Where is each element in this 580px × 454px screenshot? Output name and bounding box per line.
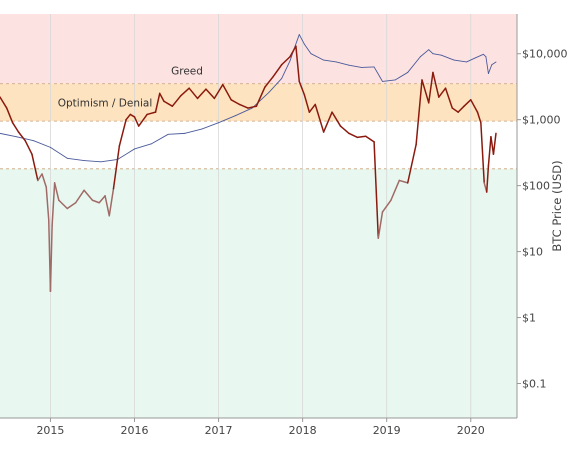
- y-tick-label-1: $1: [522, 312, 536, 325]
- x-tick-label-2: 2017: [205, 424, 233, 437]
- x-tick-label-4: 2019: [373, 424, 401, 437]
- zone-band-0: [0, 14, 517, 84]
- x-tick-label-5: 2020: [457, 424, 485, 437]
- zone-band-2: [0, 121, 517, 169]
- series-0-segment: [357, 136, 365, 137]
- zone-label-greed: Greed: [171, 65, 203, 77]
- x-axis-ticks: 2015 2016 2017 2018 2019 2020: [36, 418, 484, 437]
- y-tick-label-2: $10: [522, 246, 543, 259]
- y-tick-label-3: $100: [522, 180, 550, 193]
- sentiment-zones: [0, 14, 517, 418]
- x-tick-label-0: 2015: [36, 424, 64, 437]
- zone-band-3: [0, 169, 517, 418]
- x-tick-label-1: 2016: [121, 424, 149, 437]
- y-tick-label-4: $1,000: [522, 114, 561, 127]
- y-tick-label-0: $0.1: [522, 378, 547, 391]
- y-tick-label-5: $10,000: [522, 48, 568, 61]
- zone-label-optimism-denial: Optimism / Denial: [58, 97, 153, 109]
- x-tick-label-3: 2018: [289, 424, 317, 437]
- y-axis-title: BTC Price (USD): [550, 160, 564, 251]
